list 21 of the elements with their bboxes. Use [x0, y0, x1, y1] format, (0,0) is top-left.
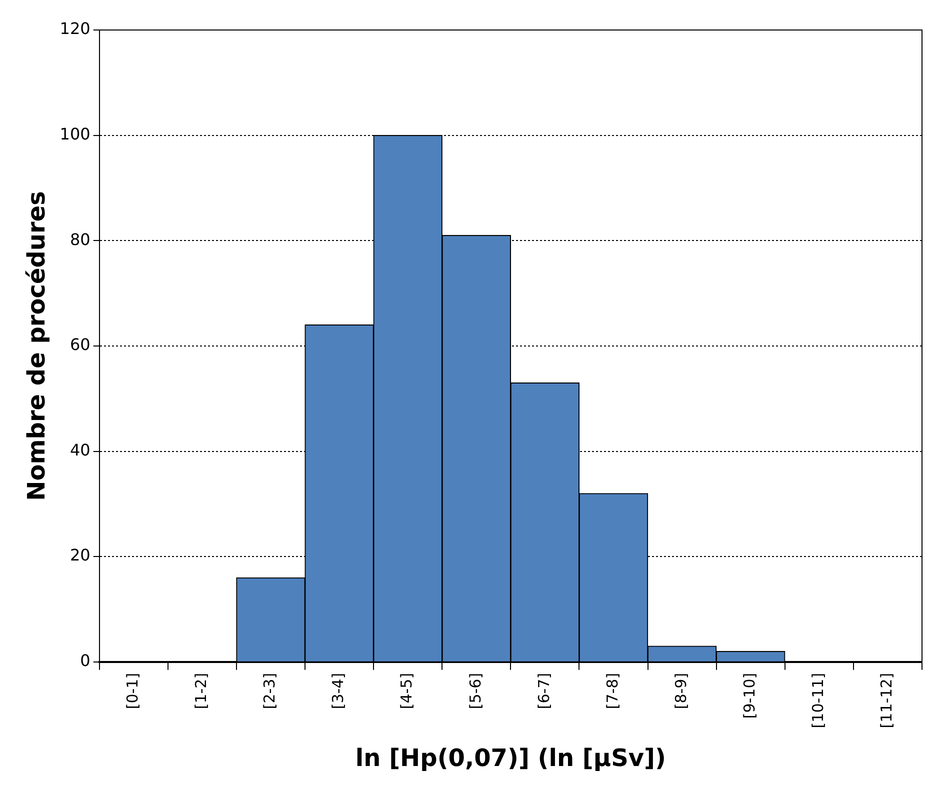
x-tick-label: [0-1] [124, 672, 142, 710]
x-tick-label: [11-12] [878, 672, 896, 728]
x-tick-label: [7-8] [603, 672, 622, 710]
y-tick-label: 80 [70, 230, 90, 249]
y-tick-label: 20 [70, 546, 90, 565]
y-tick-label: 0 [80, 651, 90, 670]
x-tick-label: [2-3] [260, 672, 279, 710]
x-tick-label: [9-10] [740, 672, 759, 719]
x-tick-label: [4-5] [398, 672, 416, 710]
x-tick-label: [3-4] [329, 672, 348, 710]
x-tick-label: [1-2] [192, 672, 210, 710]
y-tick-label: 100 [60, 124, 90, 144]
x-tick-label: [8-9] [672, 672, 690, 710]
y-tick-label: 60 [70, 335, 90, 354]
x-tick-label: [5-6] [466, 672, 484, 710]
x-tick-label: [10-11] [809, 672, 828, 728]
y-tick-label: 40 [70, 440, 90, 460]
y-tick-label: 120 [60, 19, 90, 38]
x-tick-label: [6-7] [534, 672, 553, 710]
x-axis-title: ln [Hp(0,07)] (ln [µSv]) [355, 744, 666, 772]
y-axis-title: Nombre de procédures [22, 191, 51, 501]
